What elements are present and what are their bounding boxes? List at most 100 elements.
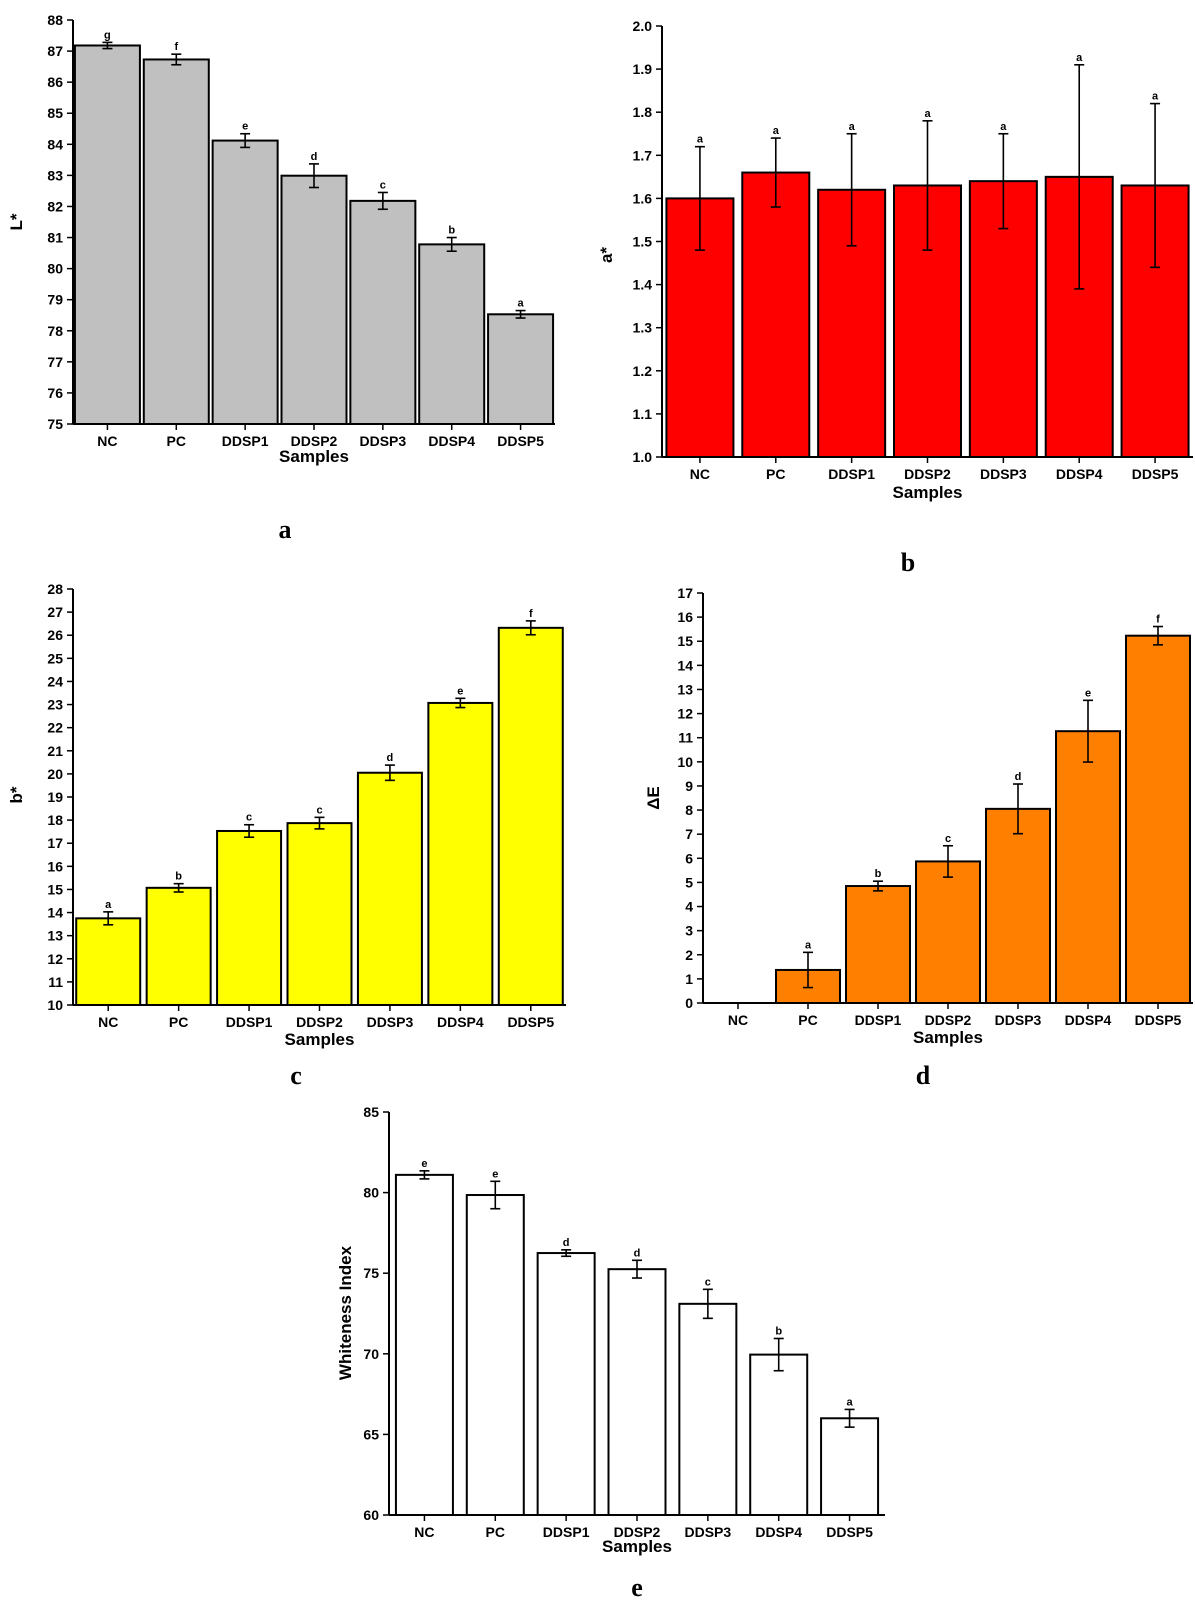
y-tick-label: 28 xyxy=(47,581,63,597)
significance-label: a xyxy=(924,108,931,120)
error-bar-ddsp3 xyxy=(702,1288,713,1320)
y-tick-label: 76 xyxy=(47,385,63,401)
significance-label: b xyxy=(175,871,182,883)
significance-label: e xyxy=(457,685,463,697)
x-tick-label: DDSP3 xyxy=(995,1012,1042,1028)
y-tick-label: 70 xyxy=(363,1346,379,1362)
x-tick-label: DDSP2 xyxy=(925,1012,972,1028)
y-tick-label: 19 xyxy=(47,789,63,805)
y-tick-label: 87 xyxy=(47,43,63,59)
error-bar-ddsp5 xyxy=(844,1408,855,1428)
significance-label: a xyxy=(105,899,112,911)
bar-ddsp2 xyxy=(286,822,353,1006)
y-tick-label: 17 xyxy=(677,585,693,601)
x-tick-label: DDSP5 xyxy=(826,1524,873,1540)
y-tick-label: 60 xyxy=(363,1507,379,1523)
y-tick-label: 7 xyxy=(685,826,693,842)
x-tick-label: DDSP2 xyxy=(291,433,338,449)
error-bar-ddsp2 xyxy=(632,1259,642,1279)
bar-ddsp3 xyxy=(349,199,417,425)
error-bar-ddsp1 xyxy=(244,823,255,839)
bar-ddsp4 xyxy=(418,243,486,425)
x-tick-label: DDSP3 xyxy=(367,1014,414,1030)
y-tick-label: 1.3 xyxy=(633,320,653,336)
y-tick-label: 13 xyxy=(677,681,693,697)
bar-nc xyxy=(75,917,142,1006)
error-bar-nc xyxy=(103,911,114,926)
chart-l-star: g NC f PC e DDSP1 d DDSP2 c DDSP3 b DDSP4 a DDSP5 75 76… xyxy=(7,12,555,544)
significance-label: b xyxy=(875,868,882,880)
y-tick-label: 78 xyxy=(47,323,63,339)
y-tick-label: 75 xyxy=(47,416,63,432)
y-tick-label: 85 xyxy=(363,1104,379,1120)
error-bar-ddsp3 xyxy=(1013,783,1023,835)
significance-label: f xyxy=(529,608,533,620)
x-tick-label: DDSP4 xyxy=(437,1014,484,1030)
bar-ddsp1 xyxy=(536,1252,596,1517)
bar-ddsp5 xyxy=(487,313,555,425)
y-tick-label: 2 xyxy=(685,947,693,963)
x-axis-title: Samples xyxy=(279,447,349,466)
x-tick-label: NC xyxy=(98,1014,118,1030)
bar-pc xyxy=(145,886,212,1006)
y-tick-label: 1.5 xyxy=(633,234,653,250)
x-tick-label: PC xyxy=(766,466,785,482)
y-tick-label: 84 xyxy=(47,136,63,152)
bar-pc xyxy=(465,1194,525,1516)
significance-label: d xyxy=(634,1247,641,1259)
bar-ddsp4 xyxy=(749,1353,809,1516)
error-bar-ddsp2 xyxy=(314,816,325,830)
y-tick-label: 77 xyxy=(47,354,63,370)
x-tick-label: DDSP4 xyxy=(428,433,475,449)
y-tick-label: 5 xyxy=(685,874,693,890)
y-tick-label: 1.6 xyxy=(633,190,653,206)
x-tick-label: DDSP1 xyxy=(543,1524,590,1540)
y-tick-label: 10 xyxy=(47,997,63,1013)
y-tick-label: 65 xyxy=(363,1426,379,1442)
x-tick-label: DDSP1 xyxy=(222,433,269,449)
bar-nc xyxy=(394,1173,454,1517)
y-tick-label: 26 xyxy=(47,627,63,643)
error-bar-pc xyxy=(490,1180,501,1210)
significance-label: d xyxy=(1015,771,1022,783)
y-tick-label: 80 xyxy=(47,261,63,277)
significance-label: a xyxy=(518,298,525,310)
chart-delta-e: NCaPCbDDSP1cDDSP2dDDSP3eDDSP4fDDSP501234… xyxy=(644,585,1193,1090)
significance-label: g xyxy=(104,29,111,41)
x-tick-label: DDSP2 xyxy=(296,1014,343,1030)
x-tick-label: DDSP2 xyxy=(614,1524,661,1540)
error-bar-ddsp2 xyxy=(309,163,319,189)
significance-label: b xyxy=(775,1325,782,1337)
significance-label: a xyxy=(773,125,780,137)
bar-ddsp3 xyxy=(356,771,423,1006)
y-tick-label: 18 xyxy=(47,812,63,828)
y-tick-label: 86 xyxy=(47,74,63,90)
error-bar-ddsp4 xyxy=(1083,699,1093,763)
error-bar-ddsp1 xyxy=(240,132,251,149)
x-tick-label: DDSP4 xyxy=(1056,466,1103,482)
panel-label: d xyxy=(916,1061,931,1090)
significance-label: a xyxy=(805,939,812,951)
x-tick-label: DDSP4 xyxy=(755,1524,802,1540)
y-tick-label: 23 xyxy=(47,697,63,713)
error-bar-ddsp5 xyxy=(1150,102,1161,269)
significance-label: a xyxy=(1076,52,1083,64)
significance-label: c xyxy=(246,812,252,824)
y-tick-label: 1 xyxy=(685,971,693,987)
x-tick-label: NC xyxy=(414,1524,434,1540)
y-tick-label: 1.4 xyxy=(633,277,653,293)
bar-pc xyxy=(741,171,811,458)
x-axis-title: Samples xyxy=(893,483,963,502)
y-tick-label: 17 xyxy=(47,835,63,851)
error-bar-pc xyxy=(770,137,781,208)
error-bar-ddsp5 xyxy=(515,309,526,319)
panel-label: b xyxy=(901,548,915,577)
panel-label: c xyxy=(290,1061,302,1090)
error-bar-ddsp1 xyxy=(873,880,883,892)
x-tick-label: DDSP1 xyxy=(855,1012,902,1028)
error-bar-ddsp4 xyxy=(1074,63,1085,290)
bar-ddsp1 xyxy=(845,885,911,1005)
error-bar-ddsp5 xyxy=(1153,625,1163,646)
error-bar-ddsp4 xyxy=(455,697,466,709)
